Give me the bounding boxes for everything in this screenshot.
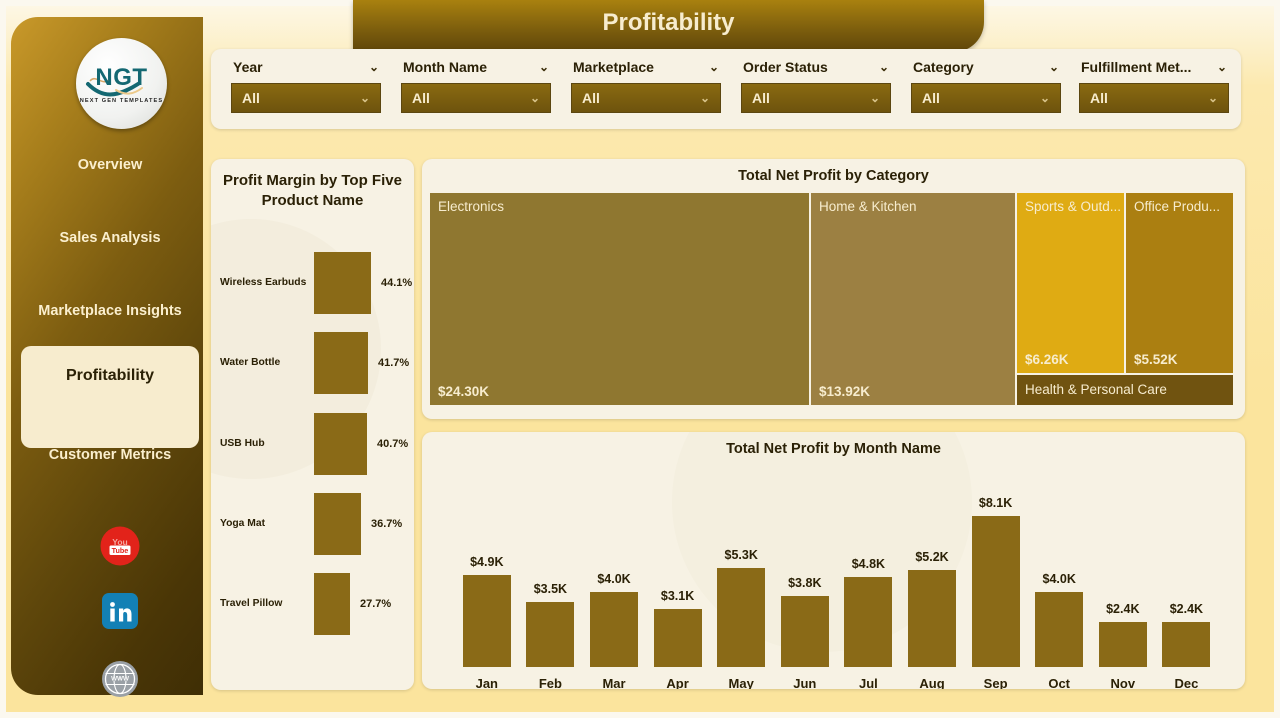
svg-text:Tube: Tube [112, 546, 129, 555]
svg-text:NEXT GEN TEMPLATES: NEXT GEN TEMPLATES [80, 98, 163, 104]
svg-text:NGT: NGT [95, 64, 147, 91]
svg-text:WWW: WWW [111, 675, 129, 682]
